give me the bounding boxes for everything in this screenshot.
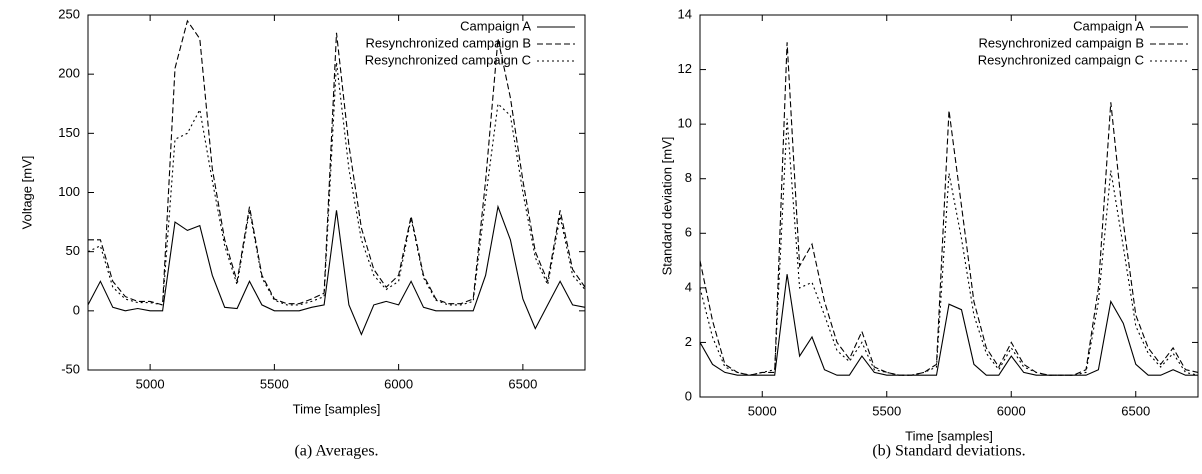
y-tick-label: 8 <box>685 170 692 185</box>
x-tick-label: 5500 <box>872 403 901 418</box>
x-tick-label: 6000 <box>997 403 1026 418</box>
legend-label: Resynchronized campaign C <box>978 52 1144 67</box>
plot-frame <box>699 14 1199 398</box>
legend-label: Resynchronized campaign C <box>365 52 531 67</box>
caption: (b) Standard deviations. <box>872 443 1025 460</box>
series-line <box>699 274 1198 376</box>
y-axis-title: Standard deviation [mV] <box>659 137 674 276</box>
y-tick-label: 6 <box>685 225 692 240</box>
y-tick-label: 10 <box>678 116 692 131</box>
y-tick-label: -50 <box>61 361 80 376</box>
y-tick-label: 14 <box>678 6 692 21</box>
y-axis-title: Voltage [mV] <box>19 156 34 230</box>
y-tick-label: 0 <box>685 388 692 403</box>
caption: (a) Averages. <box>294 443 378 460</box>
legend-label: Resynchronized campaign B <box>979 35 1144 50</box>
y-tick-label: 250 <box>58 6 80 21</box>
x-axis-title: Time [samples] <box>905 428 993 443</box>
legend-label: Campaign A <box>460 18 531 33</box>
y-tick-label: 100 <box>58 184 80 199</box>
series-line <box>87 62 586 306</box>
plot-frame <box>87 14 586 371</box>
series-line <box>87 204 586 336</box>
y-tick-label: 12 <box>678 61 692 76</box>
y-tick-label: 50 <box>66 243 80 258</box>
x-tick-label: 6500 <box>1121 403 1150 418</box>
legend-label: Resynchronized campaign B <box>366 35 531 50</box>
x-axis-title: Time [samples] <box>293 401 381 416</box>
x-tick-label: 5000 <box>136 376 165 391</box>
y-tick-label: 200 <box>58 66 80 81</box>
series-line <box>699 118 1199 376</box>
x-tick-label: 5500 <box>260 376 289 391</box>
x-tick-label: 6500 <box>508 376 537 391</box>
y-tick-label: 150 <box>58 125 80 140</box>
y-tick-label: 2 <box>685 334 692 349</box>
y-tick-label: 4 <box>685 279 692 294</box>
series-line <box>88 19 586 306</box>
series-line <box>699 42 1199 376</box>
legend-label: Campaign A <box>1073 18 1144 33</box>
x-tick-label: 5000 <box>748 403 777 418</box>
y-tick-label: 0 <box>73 302 80 317</box>
x-tick-label: 6000 <box>384 376 413 391</box>
